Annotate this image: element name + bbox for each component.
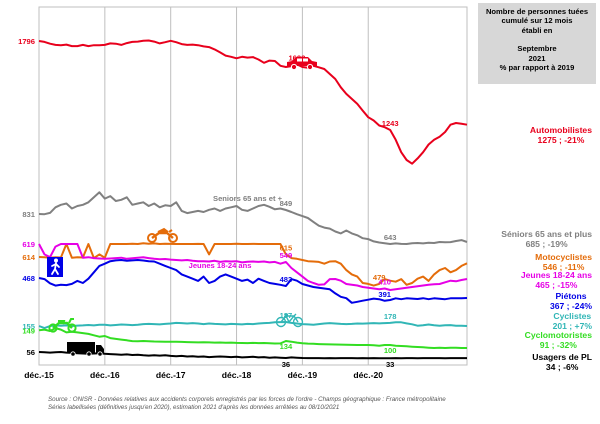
series-start-label: 619 bbox=[22, 240, 35, 249]
series-start-label: 1796 bbox=[18, 37, 35, 46]
series-point-label: 134 bbox=[280, 342, 293, 351]
legend-usagers-pl-value: 34 ; -6% bbox=[545, 362, 579, 372]
car-icon bbox=[287, 57, 317, 71]
source-line-1: Source : ONISR - Données relatives aux a… bbox=[48, 396, 446, 403]
x-tick-label: déc.-19 bbox=[288, 370, 318, 380]
x-tick-label: déc.-18 bbox=[222, 370, 252, 380]
legend-pietons-value: 367 ; -24% bbox=[549, 301, 592, 311]
legend-motocyclistes: Motocyclistes 546 ; -11% bbox=[535, 252, 592, 272]
legend-seniors-value: 685 ; -19% bbox=[525, 239, 568, 249]
series-inline-label: Seniors 65 ans et + bbox=[213, 194, 283, 203]
series-point-label: 479 bbox=[373, 273, 386, 282]
legend-automobilistes: Automobilistes 1275 ; -21% bbox=[530, 125, 592, 145]
series-start-label: 468 bbox=[22, 274, 35, 283]
series-start-label: 56 bbox=[27, 348, 35, 357]
source-line-2: Séries labellisées (définitives jusqu'en… bbox=[48, 404, 340, 411]
legend-cyclistes-value: 201 ; +7% bbox=[552, 321, 592, 331]
series-start-label: 614 bbox=[22, 253, 35, 262]
gridlines bbox=[38, 7, 369, 365]
plot-area: 179616221243831849643Seniors 65 ans et +… bbox=[18, 6, 468, 380]
legend-motocyclistes-name: Motocyclistes bbox=[535, 252, 592, 262]
series-point-label: 391 bbox=[378, 290, 391, 299]
series-line-automobilistes bbox=[38, 39, 468, 165]
motorcycle-icon bbox=[147, 227, 178, 243]
x-tick-label: déc.-20 bbox=[353, 370, 383, 380]
plot-frame bbox=[38, 6, 468, 366]
legend-cyclomotoristes-name: Cyclomotoristes bbox=[524, 330, 592, 340]
series-point-label: 549 bbox=[280, 251, 293, 260]
title-line-1: Nombre de personnes tuées bbox=[485, 7, 589, 16]
series-line-seniors-65-ans-et-plus bbox=[38, 191, 468, 245]
x-tick-label: déc.-15 bbox=[24, 370, 54, 380]
legend-jeunes: Jeunes 18-24 ans 465 ; -15% bbox=[521, 270, 592, 290]
series-point-label: 643 bbox=[384, 233, 397, 242]
legend-cyclomotoristes: Cyclomotoristes 91 ; -32% bbox=[525, 330, 592, 350]
series-line-cyclistes bbox=[38, 321, 468, 330]
series-layer bbox=[38, 39, 468, 360]
chart-title-box: Nombre de personnes tuées cumulé sur 12 … bbox=[478, 3, 596, 84]
title-line-5: 2021 bbox=[528, 53, 546, 63]
series-start-label: 149 bbox=[22, 326, 35, 335]
legend-cyclomotoristes-value: 91 ; -32% bbox=[539, 340, 577, 350]
legend-usagers-pl-name: Usagers de PL bbox=[532, 352, 592, 362]
legend-pietons: Piétons 367 ; -24% bbox=[550, 291, 592, 311]
legend-automobilistes-name: Automobilistes bbox=[529, 125, 592, 135]
bicycle-icon bbox=[275, 313, 304, 328]
legend-pietons-name: Piétons bbox=[555, 291, 587, 301]
title-spacer bbox=[481, 35, 593, 44]
series-line-cyclomotoristes bbox=[38, 327, 467, 349]
legend-motocyclistes-value: 546 ; -11% bbox=[542, 262, 585, 272]
source-footnote: Source : ONISR - Données relatives aux a… bbox=[48, 396, 446, 412]
series-point-label: 100 bbox=[384, 346, 397, 355]
series-point-label: 36 bbox=[282, 360, 290, 369]
legend-seniors: Séniors 65 ans et plus 685 ; -19% bbox=[501, 229, 592, 249]
legend-cyclistes: Cyclistes 201 ; +7% bbox=[553, 311, 592, 331]
series-point-label: 615 bbox=[280, 243, 293, 252]
x-axis: déc.-15 déc.-16 déc.-17 déc.-18 déc.-19 déc.-… bbox=[24, 370, 383, 380]
series-point-label: 1243 bbox=[382, 119, 399, 128]
series-line-pi-tons bbox=[38, 259, 468, 304]
legend-jeunes-value: 465 ; -15% bbox=[535, 280, 578, 290]
truck-icon bbox=[67, 342, 104, 357]
series-line-usagers-de-pl bbox=[38, 351, 467, 360]
series-start-label: 831 bbox=[22, 210, 35, 219]
x-tick-label: déc.-17 bbox=[156, 370, 186, 380]
title-line-4: Septembre bbox=[517, 44, 557, 54]
legend-jeunes-name: Jeunes 18-24 ans bbox=[520, 270, 592, 280]
series-point-label: 483 bbox=[280, 275, 293, 284]
legend-usagers-pl: Usagers de PL 34 ; -6% bbox=[532, 352, 592, 372]
series-point-label: 410 bbox=[378, 278, 391, 287]
title-line-6: % par rapport à 2019 bbox=[499, 63, 575, 73]
title-line-3: établi en bbox=[521, 25, 553, 35]
series-line-motocyclistes bbox=[38, 242, 468, 287]
legend-cyclistes-name: Cyclistes bbox=[553, 311, 592, 321]
series-inline-label: Jeunes 18-24 ans bbox=[189, 261, 252, 270]
legend-seniors-name: Séniors 65 ans et plus bbox=[501, 229, 592, 239]
x-tick-label: déc.-16 bbox=[90, 370, 120, 380]
series-point-label: 178 bbox=[384, 312, 397, 321]
moped-icon bbox=[48, 318, 77, 333]
title-line-2: cumulé sur 12 mois bbox=[501, 16, 573, 26]
legend-automobilistes-value: 1275 ; -21% bbox=[537, 135, 585, 145]
series-start-label: 155 bbox=[22, 322, 35, 331]
series-point-label: 849 bbox=[280, 199, 293, 208]
series-point-label: 33 bbox=[386, 360, 394, 369]
series-line-jeunes-18-24-ans bbox=[38, 243, 468, 291]
pedestrian-icon bbox=[47, 257, 63, 277]
